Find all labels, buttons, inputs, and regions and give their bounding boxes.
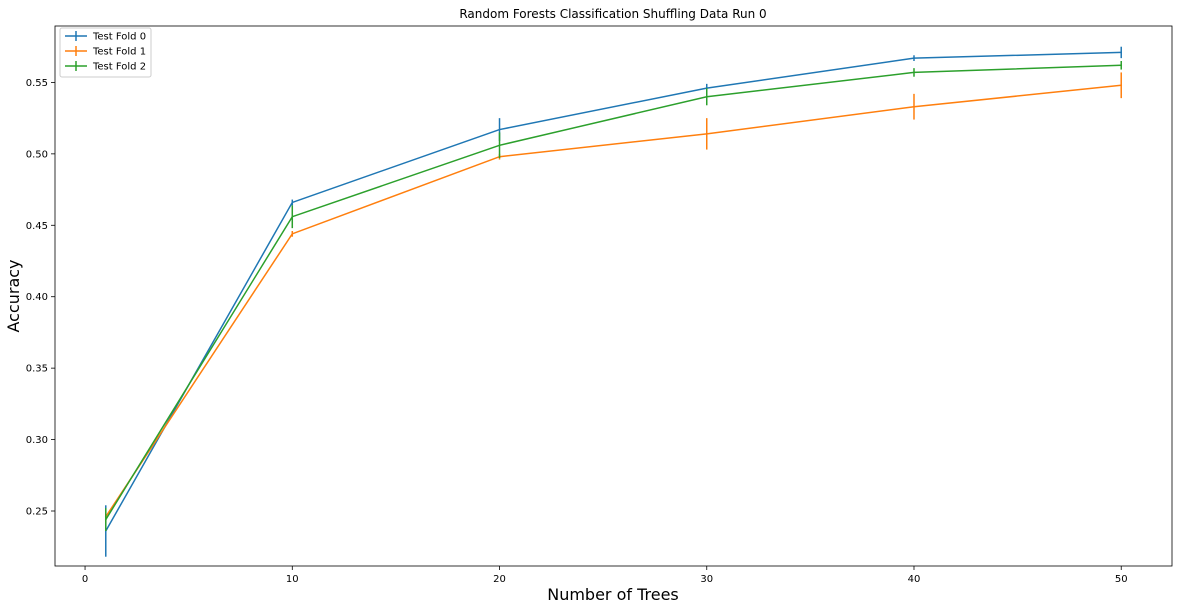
x-axis-label: Number of Trees xyxy=(547,585,679,604)
data-point xyxy=(913,71,915,74)
legend-box xyxy=(59,27,152,78)
y-tick-label: 0.45 xyxy=(26,221,48,232)
series-line xyxy=(105,84,1122,518)
legend-label: Test Fold 0 xyxy=(92,32,146,43)
data-point xyxy=(104,518,107,521)
data-point xyxy=(913,105,915,108)
series-line xyxy=(105,64,1122,520)
series-line xyxy=(105,51,1122,532)
data-point xyxy=(498,144,501,147)
data-point xyxy=(291,201,294,204)
series-0 xyxy=(104,46,1123,557)
data-point xyxy=(1120,51,1123,54)
x-tick-label: 30 xyxy=(700,574,713,585)
plot-area: 0 10 20 30 40 50 0.25 0.30 0.35 0.40 0.45 0.50 0.55 xyxy=(26,25,1173,585)
data-point xyxy=(1120,84,1123,87)
y-tick-label: 0.50 xyxy=(26,149,48,160)
x-tick-label: 20 xyxy=(493,574,506,585)
data-point xyxy=(291,233,294,235)
x-tick-label: 0 xyxy=(82,574,88,585)
y-tick-label: 0.30 xyxy=(26,435,48,446)
data-point xyxy=(1120,64,1123,67)
series-1 xyxy=(104,72,1123,523)
series-group xyxy=(104,46,1123,557)
chart-title: Random Forests Classification Shuffling … xyxy=(459,7,766,21)
y-tick-label: 0.35 xyxy=(26,364,48,375)
plot-frame xyxy=(54,25,1173,567)
legend-label: Test Fold 1 xyxy=(92,47,146,58)
x-tick-label: 50 xyxy=(1115,574,1128,585)
series-2 xyxy=(104,61,1123,531)
data-point xyxy=(291,215,294,218)
y-tick-label: 0.40 xyxy=(26,292,48,303)
y-axis-label: Accuracy xyxy=(4,259,23,332)
y-tick-label: 0.25 xyxy=(26,507,48,518)
data-point xyxy=(705,133,708,135)
data-point xyxy=(913,57,915,59)
x-tick-label: 10 xyxy=(286,574,299,585)
y-tick-label: 0.55 xyxy=(26,78,48,89)
data-point xyxy=(498,128,501,131)
legend-label: Test Fold 2 xyxy=(92,62,146,73)
legend: Test Fold 0 Test Fold 1 Test Fold 2 xyxy=(59,27,152,78)
x-tick-label: 40 xyxy=(908,574,921,585)
data-point xyxy=(705,95,708,98)
